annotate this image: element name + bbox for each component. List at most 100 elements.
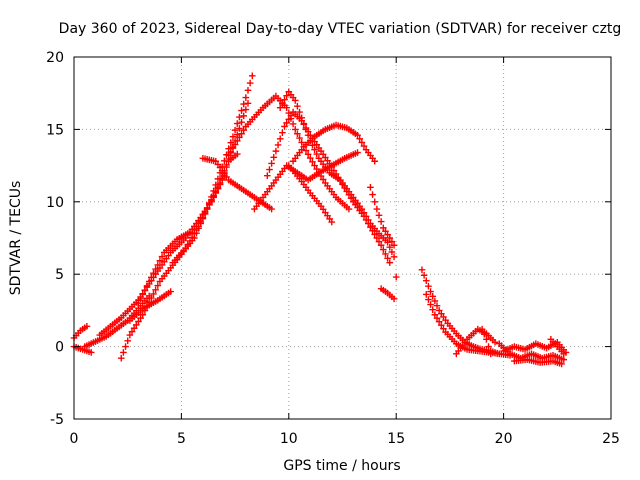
data-point [380,246,387,253]
series-pass-13 [276,88,400,281]
data-point [390,295,398,303]
data-point [246,79,254,87]
y-tick-label: 20 [46,50,64,66]
data-point [483,336,490,343]
data-point [425,282,432,290]
data-point [390,253,398,261]
data-point [371,198,379,206]
grid [74,57,611,419]
data-point [126,331,134,339]
data-point [306,154,314,162]
data-point [362,212,370,220]
data-point [139,291,147,298]
data-point [143,282,151,290]
series-pass-05 [117,72,256,362]
data-point [203,205,211,213]
data-point [386,243,394,251]
data-point [386,259,394,266]
data-point [201,210,209,217]
data-point [388,248,396,256]
data-point [354,149,361,156]
data-point [298,114,305,122]
data-point [148,294,155,302]
chart-title: Day 360 of 2023, Sidereal Day-to-day VTE… [59,21,622,37]
data-point [386,234,394,242]
data-point [478,325,486,333]
y-axis-label: SDTVAR / TECUs [8,181,24,296]
series-pass-20 [453,325,499,358]
data-point [182,244,189,252]
data-point [184,241,192,248]
data-point [382,250,389,258]
series-pass-06 [135,100,252,307]
data-point [422,291,430,298]
series-pass-08 [169,150,241,266]
data-point [384,239,391,246]
data-point [388,238,396,245]
data-point [208,197,215,204]
data-point [418,266,426,274]
data-point [427,301,434,308]
axis-ticks [73,56,612,420]
data-point [431,297,439,305]
data-point [233,137,241,145]
data-point [244,100,252,107]
data-point [287,112,295,119]
data-point [242,94,250,101]
data-point [354,131,361,139]
data-point [158,253,166,260]
data-point [433,302,441,309]
series-pass-02 [70,343,95,356]
data-point [283,92,290,100]
data-point [212,189,220,196]
data-point [480,330,488,338]
data-point [283,119,290,127]
data-point [83,323,91,330]
data-point [358,205,366,213]
data-point [190,230,198,237]
data-point [384,254,391,262]
data-point [367,184,374,191]
data-point [375,212,383,219]
data-point [135,299,142,307]
data-point [369,191,376,198]
data-point [291,97,299,104]
data-point [214,185,222,192]
data-point [268,205,275,213]
y-tick-labels: -5 0 5 10 15 20 [46,50,64,428]
data-point [435,318,443,325]
data-point [309,158,316,166]
data-point [304,131,312,139]
data-point [440,325,447,332]
series-pass-10 [225,92,353,213]
data-point [145,278,153,285]
data-point [377,241,385,249]
data-point [238,107,245,114]
data-point [356,135,363,143]
data-point [137,295,144,303]
data-point [272,147,280,155]
data-point [120,349,127,356]
data-point [264,172,271,180]
data-point [233,120,241,127]
series-pass-07 [126,288,174,324]
data-point [206,201,213,208]
data-point [431,311,439,319]
y-tick-label: 10 [46,195,64,211]
data-point [291,126,299,133]
data-point [188,233,196,241]
series-pass-25 [547,336,568,358]
data-point [328,218,336,226]
data-points [70,72,570,368]
series-pass-24 [511,356,565,368]
x-tick-label: 20 [495,431,513,447]
data-point [216,181,224,188]
data-point [560,350,568,358]
data-point [281,123,288,130]
data-point [193,226,200,234]
data-point [197,218,205,226]
data-point [150,290,157,298]
data-point [229,133,237,140]
data-point [128,328,136,335]
